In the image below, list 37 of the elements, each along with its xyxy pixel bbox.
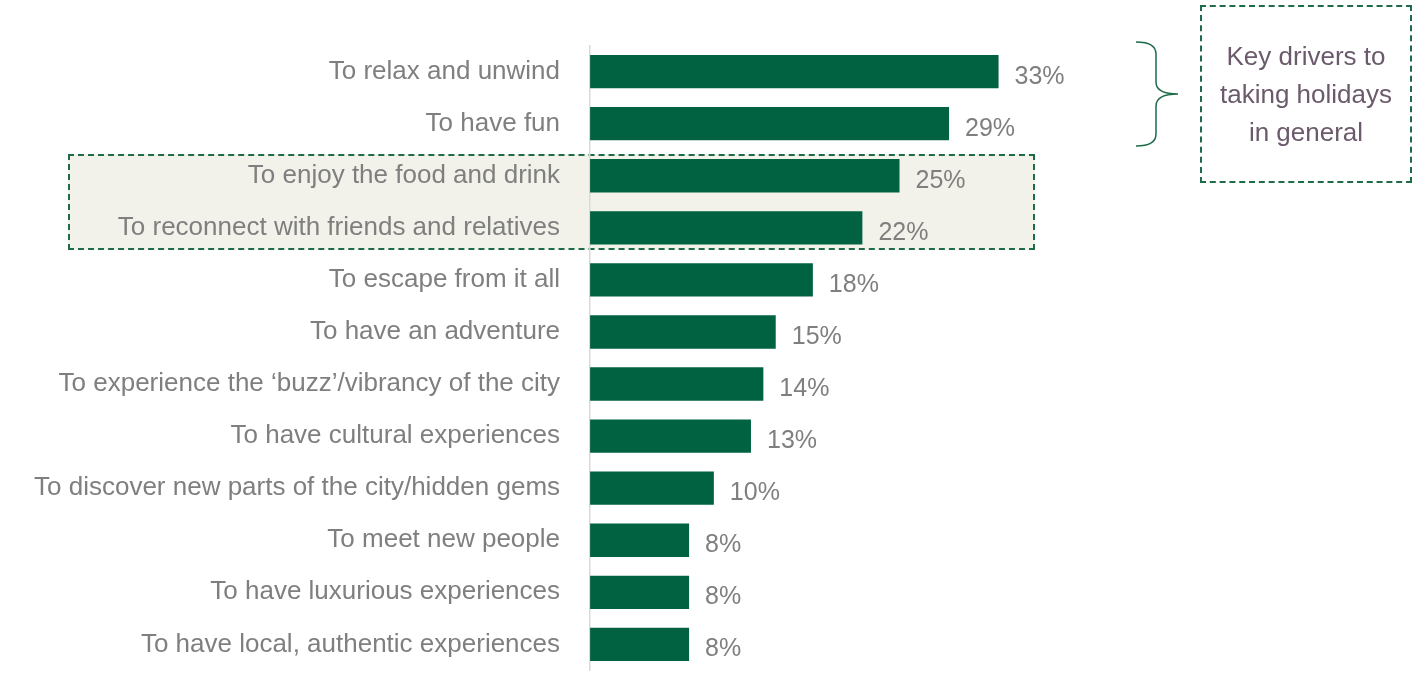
y-tick-label: To have cultural experiences <box>230 419 561 450</box>
y-tick-label: To discover new parts of the city/hidden gems <box>34 471 561 502</box>
y-tick-label: To relax and unwind <box>328 54 561 85</box>
bar <box>590 54 999 89</box>
data-label: 10% <box>729 477 780 506</box>
y-tick-label: To enjoy the food and drink <box>247 158 562 189</box>
y-tick-label: To have fun <box>425 106 561 137</box>
bar <box>590 627 690 662</box>
y-tick-label: To escape from it all <box>328 263 561 294</box>
data-label: 33% <box>1014 60 1065 89</box>
bar <box>590 211 863 245</box>
y-tick-label: To experience the ‘buzz’/vibrancy of the city <box>58 367 561 398</box>
bar <box>590 315 776 349</box>
data-label: 13% <box>766 424 818 453</box>
y-tick-label: To have luxurious experiences <box>210 575 561 606</box>
data-label: 8% <box>705 581 742 610</box>
data-label: 8% <box>705 529 742 558</box>
bar <box>590 471 714 505</box>
bar <box>590 263 813 297</box>
bar <box>590 419 751 453</box>
y-tick-label: To have an adventure <box>309 315 561 346</box>
bar <box>590 523 690 557</box>
data-label: 15% <box>791 320 842 349</box>
data-label: 29% <box>965 112 1016 141</box>
data-label: 14% <box>779 372 830 401</box>
data-label: 22% <box>878 216 929 245</box>
data-label: 8% <box>705 633 742 662</box>
y-tick-label: To meet new people <box>327 523 561 554</box>
text: Key drivers to taking holidays in general <box>1200 5 1412 183</box>
bar <box>590 159 900 193</box>
bar <box>590 575 690 609</box>
data-label: 18% <box>828 268 879 297</box>
bar <box>590 367 764 401</box>
y-tick-label: To reconnect with friends and relatives <box>117 211 561 242</box>
bar <box>590 107 950 141</box>
data-label: 25% <box>915 164 966 193</box>
y-tick-label: To have local, authentic experiences <box>140 627 561 658</box>
